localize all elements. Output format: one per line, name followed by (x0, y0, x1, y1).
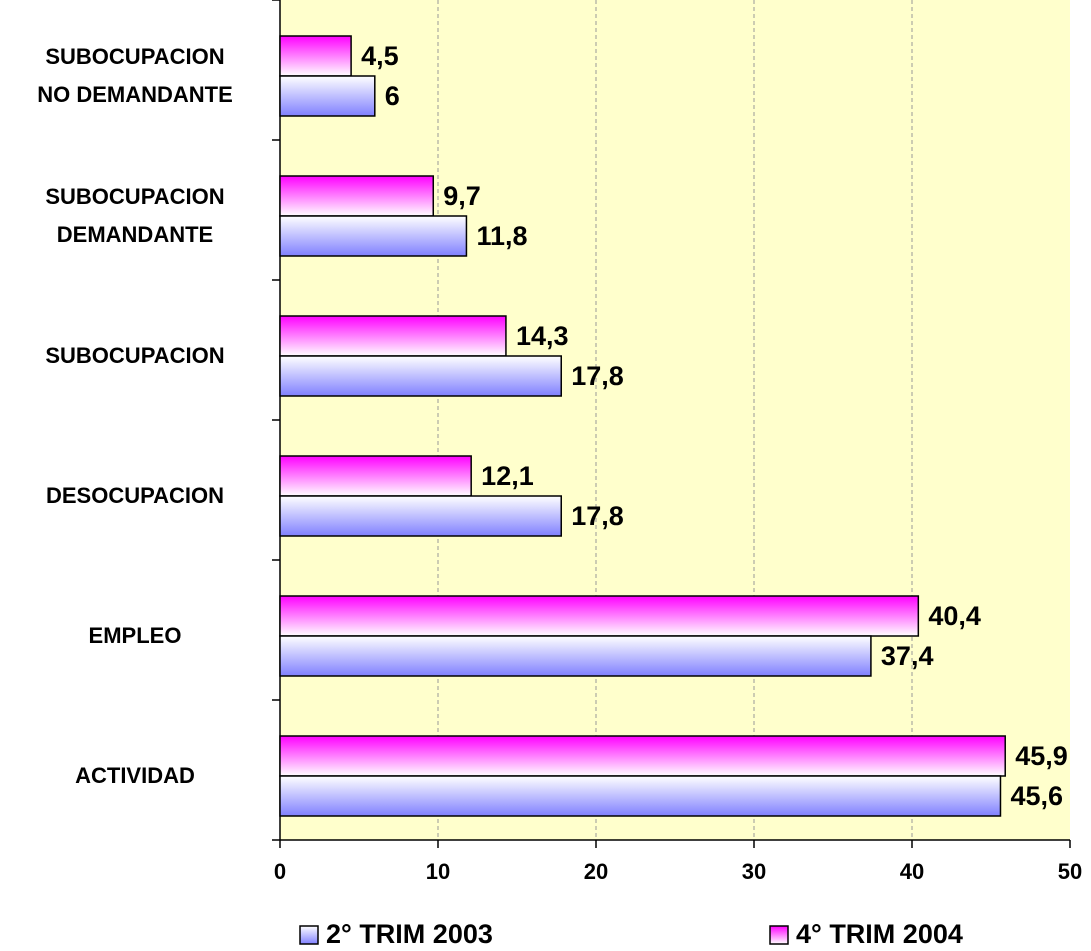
bar (279, 175, 435, 217)
x-tick-label: 40 (900, 859, 924, 884)
value-label: 17,8 (571, 501, 624, 531)
plot-area (280, 0, 1070, 840)
category-label: ACTIVIDAD (75, 763, 195, 788)
bar (279, 735, 1006, 777)
legend-swatch (769, 925, 789, 945)
category-label: SUBOCUPACION (45, 343, 225, 368)
category-label: EMPLEO (88, 623, 182, 648)
bar (279, 495, 562, 537)
bar (279, 775, 1002, 817)
x-tick-label: 0 (274, 859, 286, 884)
x-tick-label: 10 (426, 859, 450, 884)
legend-label: 4° TRIM 2004 (796, 919, 963, 949)
value-label: 45,6 (1010, 781, 1063, 811)
value-label: 17,8 (571, 361, 624, 391)
bar (279, 75, 376, 117)
bar (279, 215, 468, 257)
x-tick-label: 30 (742, 859, 766, 884)
value-label: 11,8 (476, 221, 527, 251)
value-label: 12,1 (481, 461, 534, 491)
legend-label: 2° TRIM 2003 (326, 919, 493, 949)
value-label: 40,4 (928, 601, 981, 631)
x-tick-label: 20 (584, 859, 608, 884)
value-label: 4,5 (361, 41, 399, 71)
value-label: 6 (385, 81, 400, 111)
category-label: SUBOCUPACION NO DEMANDANTE (37, 44, 233, 107)
bar (279, 355, 562, 397)
value-label: 45,9 (1015, 741, 1068, 771)
legend-swatch (299, 925, 319, 945)
category-label: SUBOCUPACION DEMANDANTE (45, 184, 225, 247)
value-label: 37,4 (881, 641, 934, 671)
bar (279, 35, 352, 77)
bar (279, 315, 507, 357)
bar (279, 455, 472, 497)
bar (279, 595, 920, 637)
category-label: DESOCUPACION (45, 483, 225, 508)
value-label: 9,7 (443, 181, 481, 211)
value-label: 14,3 (516, 321, 569, 351)
x-tick-label: 50 (1058, 859, 1082, 884)
bar (279, 635, 872, 677)
